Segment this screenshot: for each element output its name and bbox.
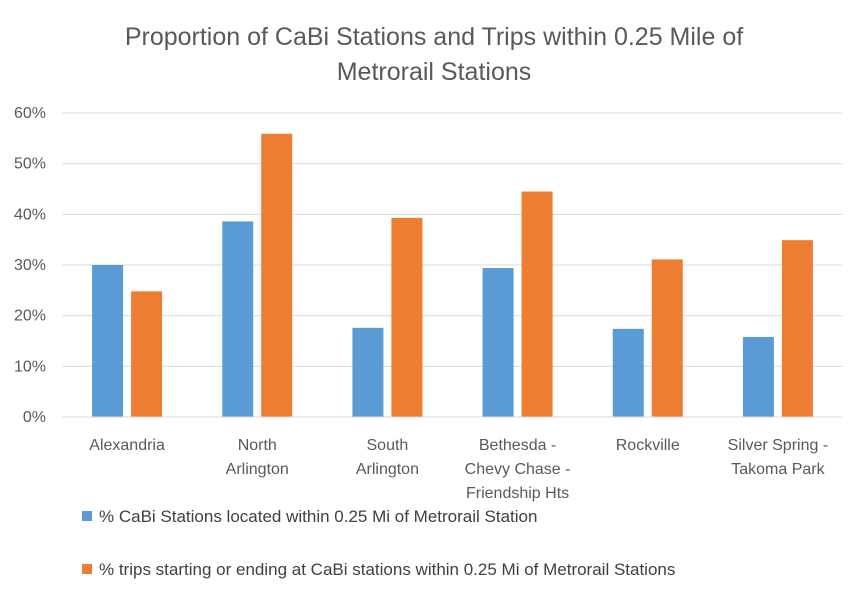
bar-trips-4 xyxy=(521,191,553,417)
bar-stations-5 xyxy=(612,328,644,417)
bars xyxy=(92,133,813,418)
x-category-label: Takoma Park xyxy=(731,461,825,478)
x-category-label: North xyxy=(238,437,277,454)
x-category-label: Arlington xyxy=(356,461,419,478)
bar-stations-4 xyxy=(482,268,514,417)
bar-trips-2 xyxy=(261,133,293,418)
chart-title-line-2: Metrorail Stations xyxy=(337,58,532,86)
x-axis-category-labels: Alexandria North Arlington South Arlington Be… xyxy=(89,437,828,502)
bar-trips-5 xyxy=(651,259,683,417)
y-tick-label: 10% xyxy=(14,358,46,375)
y-tick-label: 60% xyxy=(14,105,46,122)
legend-label-2: % trips starting or ending at CaBi stati… xyxy=(99,560,675,579)
x-category-label: Friendship Hts xyxy=(466,485,569,502)
y-tick-label: 50% xyxy=(14,156,46,173)
bar-stations-1 xyxy=(92,265,124,417)
x-category-label: Silver Spring - xyxy=(728,437,828,454)
y-tick-label: 20% xyxy=(14,308,46,325)
legend-swatch-1 xyxy=(82,511,92,521)
legend: % CaBi Stations located within 0.25 Mi o… xyxy=(82,507,675,579)
bar-trips-1 xyxy=(131,291,163,417)
x-category-label: Arlington xyxy=(226,461,289,478)
chart-title: Proportion of CaBi Stations and Trips wi… xyxy=(125,23,743,86)
x-category-label: Rockville xyxy=(616,437,680,454)
gridlines xyxy=(62,112,843,367)
y-tick-label: 30% xyxy=(14,257,46,274)
bar-stations-6 xyxy=(742,336,774,417)
bar-trips-3 xyxy=(391,217,423,417)
bar-stations-3 xyxy=(352,327,384,417)
y-axis-tick-labels: 0% 10% 20% 30% 40% 50% 60% xyxy=(14,105,46,426)
y-tick-label: 0% xyxy=(23,409,46,426)
bar-stations-2 xyxy=(222,221,254,417)
bar-trips-6 xyxy=(781,240,813,417)
x-category-label: Alexandria xyxy=(89,437,165,454)
legend-label-1: % CaBi Stations located within 0.25 Mi o… xyxy=(99,507,537,526)
y-tick-label: 40% xyxy=(14,206,46,223)
legend-swatch-2 xyxy=(82,564,92,574)
chart-title-line-1: Proportion of CaBi Stations and Trips wi… xyxy=(125,23,743,51)
x-category-label: Chevy Chase - xyxy=(465,461,571,478)
x-category-label: South xyxy=(367,437,409,454)
x-category-label: Bethesda - xyxy=(479,437,556,454)
